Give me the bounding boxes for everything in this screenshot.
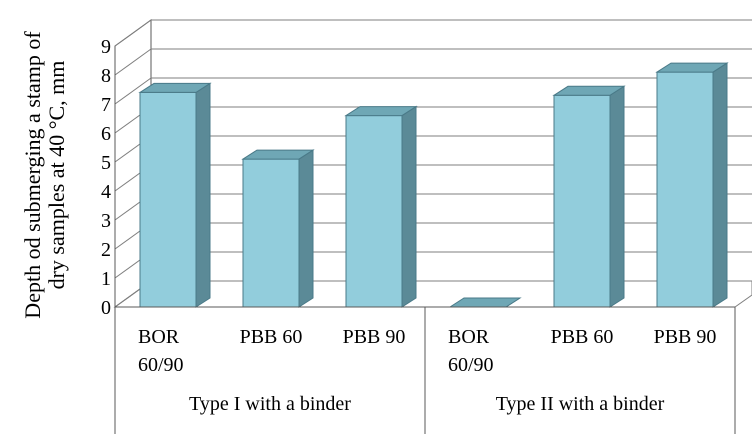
y-tick-label: 3 — [101, 210, 111, 232]
y-axis-label: Depth od submerging a stamp ofdry sample… — [20, 31, 69, 319]
y-axis-label-line: dry samples at 40 °C, mm — [44, 61, 69, 290]
gridlines — [114, 19, 752, 308]
category-label: BOR — [138, 326, 180, 348]
y-tick-label: 9 — [101, 36, 111, 58]
category-label: 60/90 — [138, 354, 184, 376]
category-label: BOR — [448, 326, 490, 348]
category-label: PBB 60 — [551, 326, 614, 348]
y-axis-label-line: Depth od submerging a stamp of — [20, 31, 45, 319]
bar — [344, 105, 418, 308]
bar-front — [139, 91, 197, 308]
bar-side — [609, 85, 625, 308]
y-tick-label: 2 — [101, 239, 111, 261]
bar-front — [553, 94, 611, 308]
gridline-side — [114, 77, 152, 105]
category-labels: BOR 60/90 PBB 60 PBB 90 Type I with a binder… — [138, 326, 716, 415]
y-tick-label: 6 — [101, 123, 111, 145]
group-label: Type I with a binder — [189, 393, 351, 415]
bar-side — [401, 105, 417, 308]
bar-side — [298, 149, 314, 308]
bar-top — [241, 149, 315, 160]
chart-floor — [113, 280, 752, 308]
floor-plane — [113, 280, 752, 308]
gridline-side — [114, 48, 152, 76]
bar-side — [195, 82, 211, 308]
gridline-side — [114, 19, 152, 47]
bar-front — [242, 158, 300, 308]
bar-side — [712, 62, 728, 308]
category-label: PBB 90 — [654, 326, 717, 348]
bar-front — [345, 115, 403, 308]
bar-top — [448, 297, 522, 308]
bar — [655, 62, 729, 308]
bar-top — [655, 62, 729, 73]
axes — [114, 46, 736, 434]
y-tick-labels: 0 1 2 3 4 5 6 7 8 9 — [101, 36, 111, 319]
bar — [448, 297, 522, 308]
y-tick-label: 1 — [101, 268, 111, 290]
y-tick-label: 0 — [101, 297, 111, 319]
y-tick-label: 5 — [101, 152, 111, 174]
chart-back-walls — [114, 19, 752, 308]
y-tick-label: 4 — [101, 181, 111, 203]
bar — [138, 82, 212, 308]
bar — [552, 85, 626, 308]
bar-top — [344, 106, 418, 117]
bar-top — [138, 82, 212, 93]
bar-front — [656, 71, 714, 308]
category-label: PBB 60 — [240, 326, 303, 348]
bar-top — [552, 85, 626, 96]
category-label: 60/90 — [448, 354, 494, 376]
bars — [138, 62, 729, 308]
group-label: Type II with a binder — [496, 393, 665, 415]
category-label: PBB 90 — [343, 326, 406, 348]
bar — [241, 149, 315, 308]
y-tick-label: 8 — [101, 65, 111, 87]
y-tick-label: 7 — [101, 94, 111, 116]
